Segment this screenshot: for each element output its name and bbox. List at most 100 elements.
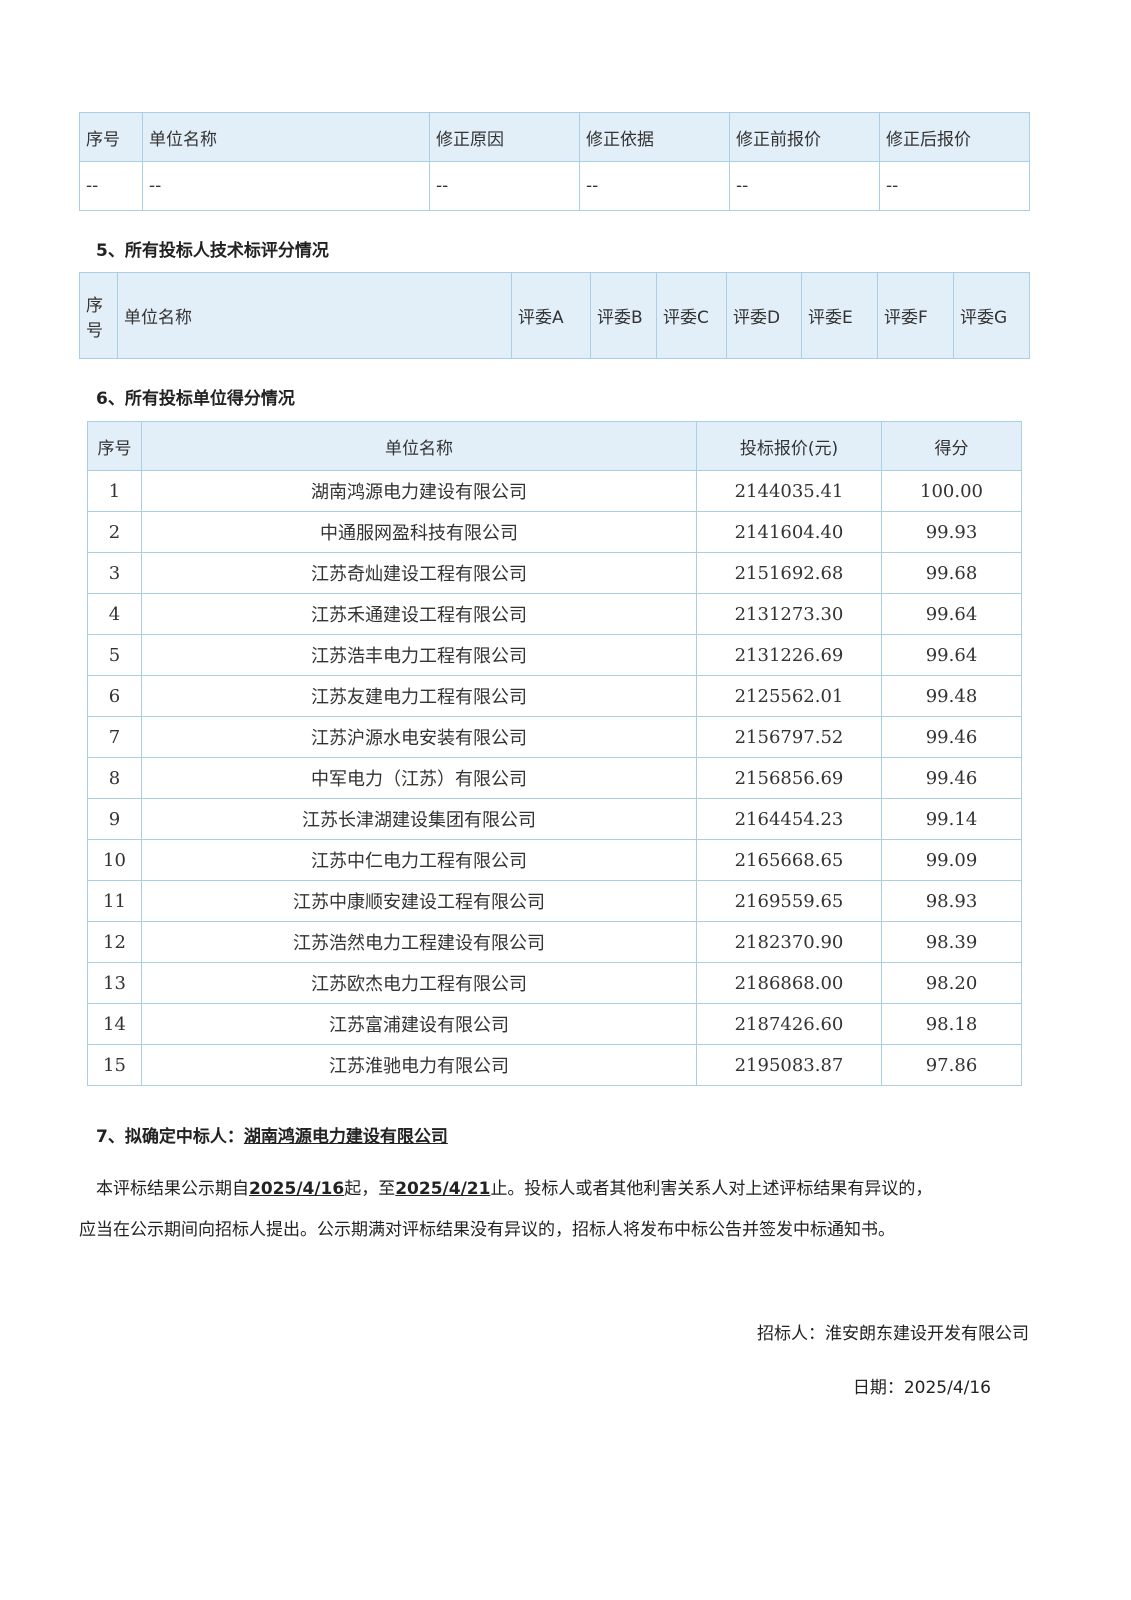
table-cell: 中军电力（江苏）有限公司 [141,757,697,799]
table-cell: 湖南鸿源电力建设有限公司 [141,470,697,512]
table-cell: 2186868.00 [696,962,882,1004]
table-cell: 99.09 [881,839,1022,881]
table-cell: 江苏富浦建设有限公司 [141,1003,697,1045]
table-row: 1 湖南鸿源电力建设有限公司 2144035.41 100.00 [87,470,1022,512]
table-cell: 15 [87,1044,142,1086]
table-cell: 9 [87,798,142,840]
table-cell: 2187426.60 [696,1003,882,1045]
table-cell: -- [79,161,143,211]
table-cell: 3 [87,552,142,594]
table-cell: 2165668.65 [696,839,882,881]
table-cell: 序号 [79,112,143,162]
table-row: 14 江苏富浦建设有限公司 2187426.60 98.18 [87,1003,1022,1045]
table-row: 11 江苏中康顺安建设工程有限公司 2169559.65 98.93 [87,880,1022,922]
table-cell: 江苏中康顺安建设工程有限公司 [141,880,697,922]
table-cell: 8 [87,757,142,799]
table-cell: 99.46 [881,716,1022,758]
table-cell: 评委G [953,272,1030,359]
table-cell: 2156856.69 [696,757,882,799]
table-cell: 序号 [87,421,142,471]
table-cell: 单位名称 [142,112,430,162]
table-cell: 99.46 [881,757,1022,799]
table-cell: 评委F [877,272,954,359]
section7-label: 7、拟确定中标人： [96,1127,244,1147]
table-cell: 10 [87,839,142,881]
table-row: 3 江苏奇灿建设工程有限公司 2151692.68 99.68 [87,552,1022,594]
winner-name: 湖南鸿源电力建设有限公司 [243,1127,448,1147]
table-row: 13 江苏欧杰电力工程有限公司 2186868.00 98.20 [87,962,1022,1004]
table-cell: 99.48 [881,675,1022,717]
table-cell: 江苏友建电力工程有限公司 [141,675,697,717]
table-cell: 98.18 [881,1003,1022,1045]
table-cell: 修正依据 [579,112,730,162]
table-row: 2 中通服网盈科技有限公司 2141604.40 99.93 [87,511,1022,553]
table-cell: 评委E [801,272,878,359]
table-row: 15 江苏淮驰电力有限公司 2195083.87 97.86 [87,1044,1022,1086]
technical-score-table: 序号 单位名称 评委A 评委B 评委C 评委D 评委E 评委F 评委G [79,272,1030,359]
table-cell: 2195083.87 [696,1044,882,1086]
notice-line2: 应当在公示期间向招标人提出。公示期满对评标结果没有异议的，招标人将发布中标公告并… [79,1220,895,1240]
table-cell: 江苏奇灿建设工程有限公司 [141,552,697,594]
table-cell: 2182370.90 [696,921,882,963]
table-cell: 97.86 [881,1044,1022,1086]
table-cell: 5 [87,634,142,676]
table-cell: 江苏浩然电力工程建设有限公司 [141,921,697,963]
table-cell: 14 [87,1003,142,1045]
table-row: 4 江苏禾通建设工程有限公司 2131273.30 99.64 [87,593,1022,635]
table-cell: 单位名称 [117,272,512,359]
table-cell: 得分 [881,421,1022,471]
table-cell: 11 [87,880,142,922]
table-cell: -- [429,161,580,211]
table-cell: 中通服网盈科技有限公司 [141,511,697,553]
table-cell: 100.00 [881,470,1022,512]
table-row: 7 江苏沪源水电安装有限公司 2156797.52 99.46 [87,716,1022,758]
table-cell: 98.20 [881,962,1022,1004]
table-cell: 99.64 [881,593,1022,635]
table-row: 5 江苏浩丰电力工程有限公司 2131226.69 99.64 [87,634,1022,676]
table-row: 12 江苏浩然电力工程建设有限公司 2182370.90 98.39 [87,921,1022,963]
table-cell: 13 [87,962,142,1004]
table-cell: 2131273.30 [696,593,882,635]
table-cell: 2144035.41 [696,470,882,512]
start-date: 2025/4/16 [249,1179,345,1199]
table-cell: 江苏淮驰电力有限公司 [141,1044,697,1086]
table-cell: 2169559.65 [696,880,882,922]
table-cell: 2131226.69 [696,634,882,676]
table-cell: 2 [87,511,142,553]
table-cell: 98.93 [881,880,1022,922]
table-cell: 江苏沪源水电安装有限公司 [141,716,697,758]
table-row: 6 江苏友建电力工程有限公司 2125562.01 99.48 [87,675,1022,717]
table-cell: 99.68 [881,552,1022,594]
table-cell: -- [142,161,430,211]
table-cell: 99.64 [881,634,1022,676]
table-cell: 99.93 [881,511,1022,553]
table-cell: 修正前报价 [729,112,880,162]
table-cell: 6 [87,675,142,717]
section6-title: 6、所有投标单位得分情况 [96,389,295,409]
table-cell: 序号 [79,272,118,359]
table-cell: 评委D [726,272,802,359]
section7-title: 7、拟确定中标人：湖南鸿源电力建设有限公司 [96,1122,448,1147]
table-cell: 2125562.01 [696,675,882,717]
table-cell: -- [729,161,880,211]
table-cell: 评委B [590,272,657,359]
table-cell: 98.39 [881,921,1022,963]
table-cell: 评委C [656,272,727,359]
table-cell: 江苏禾通建设工程有限公司 [141,593,697,635]
table-cell: 投标报价(元) [696,421,882,471]
table-cell: 2156797.52 [696,716,882,758]
price-correction-table: 序号 单位名称 修正原因 修正依据 修正前报价 修正后报价 -- -- -- -- -- -- [79,112,1030,211]
table-cell: 2164454.23 [696,798,882,840]
table-cell: 单位名称 [141,421,697,471]
table-cell: 江苏浩丰电力工程有限公司 [141,634,697,676]
table-cell: 江苏欧杰电力工程有限公司 [141,962,697,1004]
table-cell: 评委A [511,272,591,359]
table-row: 10 江苏中仁电力工程有限公司 2165668.65 99.09 [87,839,1022,881]
table-cell: 江苏中仁电力工程有限公司 [141,839,697,881]
table-row: 9 江苏长津湖建设集团有限公司 2164454.23 99.14 [87,798,1022,840]
table-cell: 2151692.68 [696,552,882,594]
table-cell: 12 [87,921,142,963]
bidder-score-table: 序号 单位名称 投标报价(元) 得分 1 湖南鸿源电力建设有限公司 2144035.41 1… [87,421,1022,1086]
table-cell: 江苏长津湖建设集团有限公司 [141,798,697,840]
